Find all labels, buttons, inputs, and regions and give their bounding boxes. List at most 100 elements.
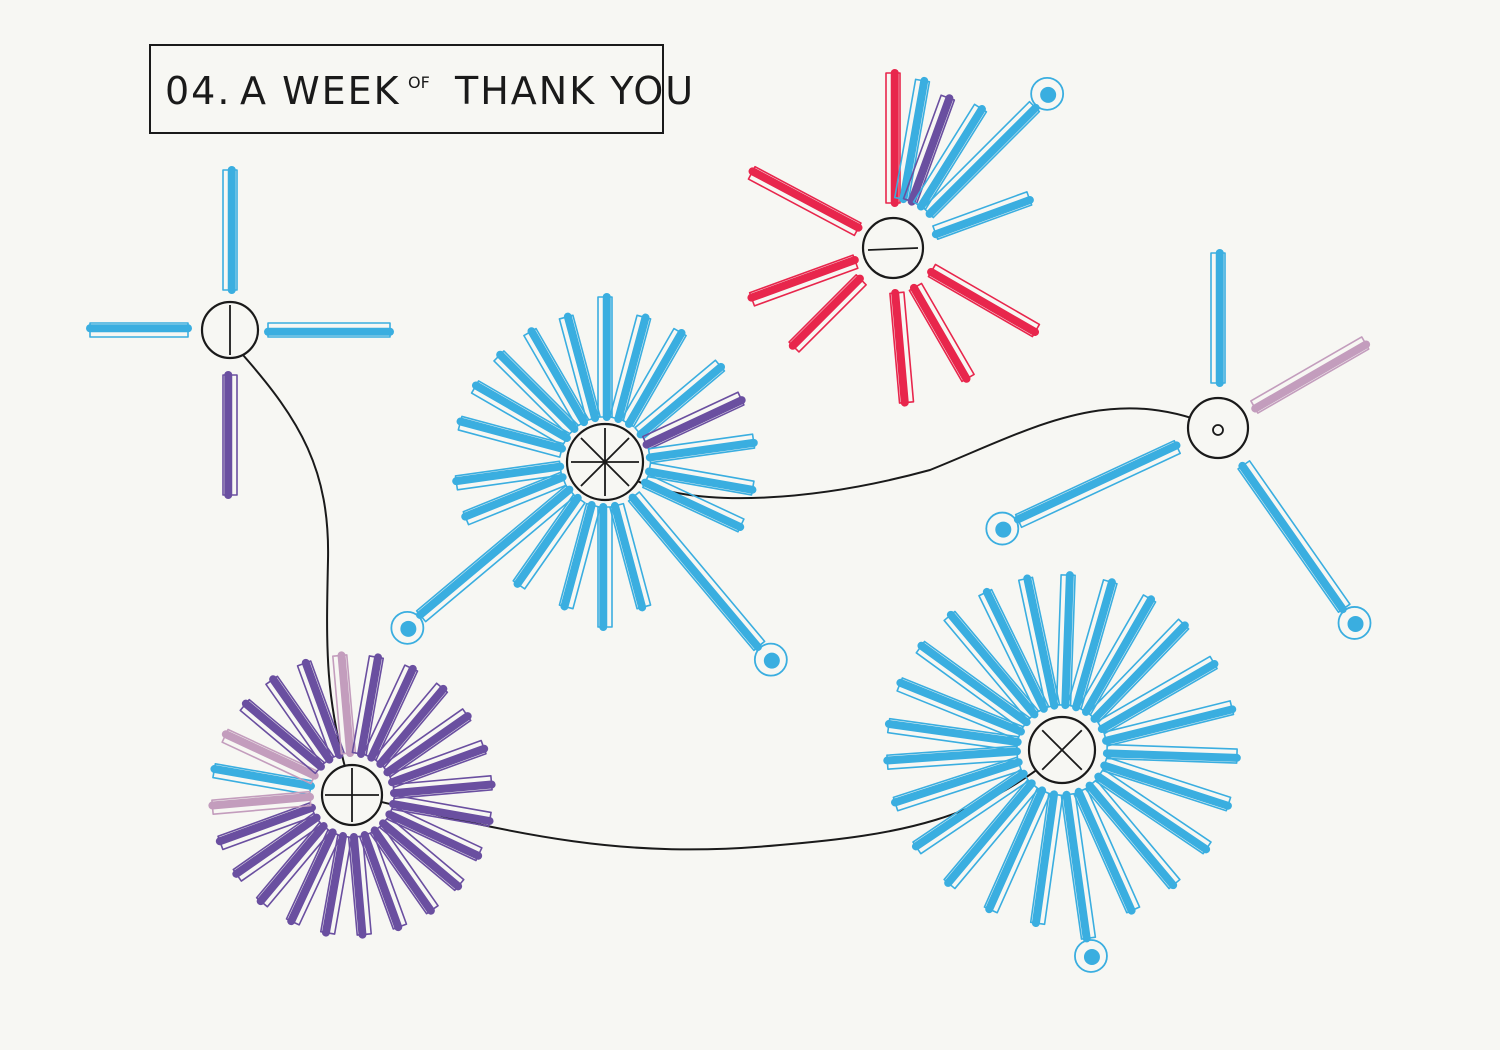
node-blue-x-ray-outline xyxy=(1096,655,1218,735)
node-small-o-ray-fill xyxy=(1013,441,1181,524)
node-purple-burst-ray xyxy=(385,805,483,862)
node-star-center-ray-fill xyxy=(461,473,567,521)
node-purple-burst-ray-fill xyxy=(370,826,435,915)
node-small-o-ray xyxy=(1210,249,1226,387)
node-blue-x-ray-fill xyxy=(946,610,1039,719)
node-blue-x-ray-fill xyxy=(1062,790,1091,943)
node-red-burst-ray-outline xyxy=(922,100,1041,219)
node-purple-burst-ray xyxy=(232,812,323,882)
node-blue-x-ray xyxy=(915,640,1031,731)
node-blue-x-ray xyxy=(1084,779,1181,890)
node-purple-burst-ray-outline xyxy=(381,708,472,778)
node-purple-burst-ray xyxy=(388,739,489,789)
node-purple-burst-ray-outline xyxy=(212,762,313,796)
node-blue-x-ray-outline xyxy=(978,588,1050,714)
node-star-center-ray xyxy=(558,501,601,611)
node-blue-x-ray-outline xyxy=(983,787,1051,914)
node-star-center-ray xyxy=(558,312,601,423)
node-purple-burst-ray-fill xyxy=(376,684,448,768)
node-blue-x-ray-outline xyxy=(886,745,1019,770)
node-star-center-ray-fill xyxy=(452,462,565,486)
node-blue-x-ray-fill xyxy=(1023,574,1059,710)
node-red-burst-ray-outline xyxy=(908,282,975,383)
node-blue-x-ray-fill xyxy=(1102,749,1241,762)
node-star-center-ray xyxy=(597,293,613,421)
node-red-burst-center xyxy=(861,216,925,280)
link-cross-to-purple xyxy=(242,354,351,786)
node-purple-burst-ray-fill xyxy=(379,819,463,891)
node-red-burst-ray-fill xyxy=(899,76,929,204)
node-red-burst-ray-fill xyxy=(927,268,1040,337)
node-purple-burst-center xyxy=(320,763,384,827)
node-purple-burst-ray-fill xyxy=(389,800,494,826)
node-blue-x-ray-outline xyxy=(1029,792,1064,926)
node-blue-x-center xyxy=(1027,715,1097,785)
node-star-center-ray xyxy=(523,327,590,428)
title-frame xyxy=(149,44,664,134)
node-purple-burst-ray xyxy=(351,653,385,758)
node-red-burst-ray-outline xyxy=(893,78,931,201)
node-star-center-ray-fill xyxy=(645,467,757,494)
node-star-center-ray-fill xyxy=(628,493,762,651)
node-blue-x-ray xyxy=(896,677,1025,741)
node-purple-burst-ray-fill xyxy=(215,803,316,846)
node-small-o-ray xyxy=(1013,439,1181,529)
end-dots xyxy=(390,76,1372,973)
node-purple-burst-ray-outline xyxy=(392,775,493,800)
node-blue-x-ray-fill xyxy=(883,747,1021,765)
node-star-center-ray xyxy=(620,327,687,428)
node-star-center-ray-fill xyxy=(563,312,600,423)
burst-centers xyxy=(200,216,1250,827)
node-red-burst-ray xyxy=(902,94,956,206)
node-small-o-end-dot xyxy=(985,511,1020,546)
node-purple-burst-ray xyxy=(208,790,315,815)
node-blue-x-ray xyxy=(911,768,1030,855)
node-star-center-ray-outline xyxy=(415,484,576,623)
node-blue-x-ray-outline xyxy=(1103,700,1235,747)
node-purple-burst-ray-outline xyxy=(265,675,335,766)
node-blue-x-end-dot xyxy=(1074,939,1108,973)
burst-rays xyxy=(86,69,1371,943)
node-purple-burst-ray-fill xyxy=(337,651,355,758)
node-blue-x-ray-outline xyxy=(1077,594,1157,716)
node-red-burst-ray-fill xyxy=(907,94,954,206)
node-star-center-ray-outline xyxy=(609,502,652,610)
node-star-center-ray-outline xyxy=(597,506,613,628)
node-star-center-ray-fill xyxy=(610,501,647,612)
node-small-o-glyph-stroke xyxy=(1212,424,1224,436)
node-red-burst-ray-outline xyxy=(932,191,1033,240)
dot-ring xyxy=(753,642,788,677)
node-purple-burst-ray-outline xyxy=(351,655,385,756)
node-blue-x-ray-outline xyxy=(1094,768,1212,855)
node-star-center-ray-fill xyxy=(636,362,726,439)
node-star-center-ray-fill xyxy=(456,417,566,453)
node-star-center-ray-outline xyxy=(462,471,567,526)
title-prefix: 04. xyxy=(165,69,231,113)
node-cross-ray-outline xyxy=(222,374,238,496)
node-blue-x-ray-fill xyxy=(884,719,1022,747)
node-red-burst-center-circle xyxy=(861,216,925,280)
node-blue-x-ray-fill xyxy=(1072,578,1116,712)
node-purple-burst-ray-fill xyxy=(301,658,344,759)
node-purple-burst-ray xyxy=(362,664,419,762)
node-blue-x-ray-outline xyxy=(1066,579,1118,710)
node-purple-burst-ray-outline xyxy=(296,660,346,759)
node-purple-burst-ray xyxy=(239,698,326,775)
node-purple-burst-ray-outline xyxy=(388,739,487,789)
node-small-o-ray-fill xyxy=(1238,461,1347,614)
node-purple-burst-ray-fill xyxy=(241,699,325,771)
node-star-center-ray xyxy=(645,462,757,496)
node-red-burst-ray xyxy=(922,100,1041,219)
node-red-burst-ray-fill xyxy=(788,274,864,350)
node-blue-x-ray-fill xyxy=(1074,787,1136,915)
node-red-burst-ray xyxy=(885,69,901,207)
node-purple-burst-ray xyxy=(332,651,357,758)
node-purple-burst-ray-outline xyxy=(221,728,318,785)
node-star-center-ray-outline xyxy=(620,327,687,428)
node-blue-x-ray xyxy=(1096,655,1219,735)
node-blue-x-ray xyxy=(1060,790,1097,943)
node-blue-x-ray xyxy=(883,745,1021,770)
node-cross-ray-outline xyxy=(267,322,391,338)
